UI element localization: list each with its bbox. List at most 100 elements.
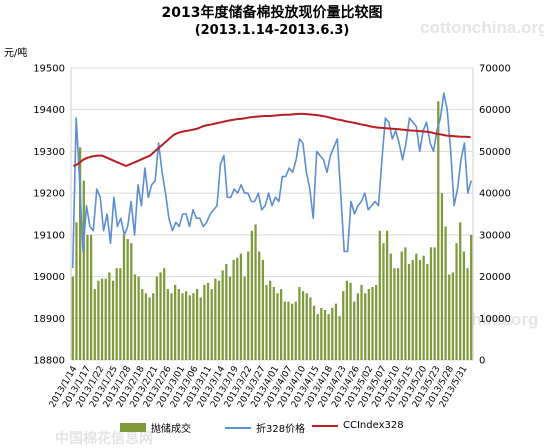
bar — [320, 307, 323, 360]
y-right-tick-label: 10000 — [479, 314, 511, 325]
bar — [426, 264, 429, 360]
bar — [265, 284, 268, 360]
bar — [462, 251, 465, 360]
bar — [232, 259, 235, 360]
y-left-tick-label: 18900 — [33, 314, 65, 325]
bar — [221, 270, 224, 360]
legend-item-bar: 抛储成交 — [120, 420, 191, 435]
chart-title-block: 2013年度储备棉投放现价量比较图 (2013.1.14-2013.6.3) — [0, 4, 544, 40]
bar — [448, 274, 451, 360]
bar — [225, 264, 228, 360]
bar — [298, 287, 301, 360]
bar — [97, 280, 100, 360]
bar — [382, 243, 385, 360]
bar — [144, 293, 148, 360]
y-right-tick-label: 30000 — [479, 230, 511, 241]
bar — [378, 230, 381, 360]
legend-item-index: CCIndex328 — [312, 420, 404, 431]
bar — [309, 297, 312, 360]
legend-label-bar: 抛储成交 — [151, 424, 191, 435]
bar — [93, 289, 96, 360]
bar — [122, 234, 126, 360]
bar — [305, 293, 308, 360]
bar — [206, 282, 210, 360]
bar — [111, 280, 115, 360]
bar — [177, 289, 180, 360]
bar — [356, 293, 360, 360]
bar — [247, 251, 250, 360]
bar — [429, 247, 433, 360]
bar — [152, 293, 155, 360]
bar — [203, 284, 206, 360]
y-left-tick-label: 19400 — [33, 105, 65, 116]
bar — [137, 276, 140, 360]
bar — [141, 289, 144, 360]
bar — [407, 264, 411, 360]
bar — [411, 259, 414, 360]
bar — [181, 293, 184, 360]
bar — [130, 243, 133, 360]
bar — [170, 293, 173, 360]
legend-label-index: CCIndex328 — [343, 420, 404, 431]
bar — [283, 301, 286, 360]
y-left-tick-label: 19100 — [33, 230, 65, 241]
bar — [210, 289, 213, 360]
y-right-tick-label: 70000 — [479, 64, 511, 75]
bar — [389, 253, 392, 360]
bar — [466, 268, 469, 360]
bar — [375, 284, 378, 360]
y-left-tick-label: 19200 — [33, 189, 65, 200]
bar — [148, 297, 151, 360]
bar — [396, 268, 400, 360]
legend-label-price: 折328价格 — [256, 424, 306, 435]
bar — [214, 278, 217, 360]
chart-subtitle: (2013.1.14-2013.6.3) — [194, 23, 350, 38]
series-line-index — [72, 112, 471, 167]
bar — [163, 268, 166, 360]
bar — [451, 272, 455, 360]
y-left-tick-label: 18800 — [33, 356, 65, 367]
series-line-price — [71, 92, 473, 269]
legend-swatch-index — [312, 424, 338, 427]
bar — [470, 234, 473, 360]
bar — [71, 276, 74, 360]
y-right-tick-label: 20000 — [479, 272, 511, 283]
bar — [272, 287, 275, 360]
y-left-tick-label: 19500 — [33, 64, 65, 75]
bar — [393, 268, 396, 360]
bar — [301, 291, 305, 360]
bar — [440, 193, 444, 360]
bar — [334, 303, 338, 360]
y-left-unit-label: 元/吨 — [4, 48, 28, 59]
bar — [192, 293, 195, 360]
bar — [444, 226, 447, 360]
bar — [327, 314, 330, 360]
bar — [104, 278, 107, 360]
bar — [360, 284, 363, 360]
bar — [89, 234, 93, 360]
bar — [364, 293, 367, 360]
bar — [199, 297, 202, 360]
y-left-tick-label: 19000 — [33, 272, 65, 283]
bar — [269, 280, 272, 360]
bar — [250, 230, 254, 360]
legend-item-price: 折328价格 — [225, 420, 305, 435]
y-right-tick-label: 40000 — [479, 189, 511, 200]
bar — [79, 147, 82, 360]
bar — [404, 247, 407, 360]
bar — [174, 284, 177, 360]
chart-title: 2013年度储备棉投放现价量比较图 — [161, 5, 383, 21]
bar — [258, 251, 261, 360]
bar — [195, 289, 199, 360]
y-right-tick-label: 60000 — [479, 105, 511, 116]
bar — [459, 222, 462, 360]
bar — [115, 268, 118, 360]
bar — [312, 305, 316, 360]
bar — [323, 309, 327, 360]
bar — [75, 222, 78, 360]
y-right-tick-label: 50000 — [479, 147, 511, 158]
bar — [316, 314, 319, 360]
bar — [155, 276, 159, 360]
bar — [261, 259, 264, 360]
